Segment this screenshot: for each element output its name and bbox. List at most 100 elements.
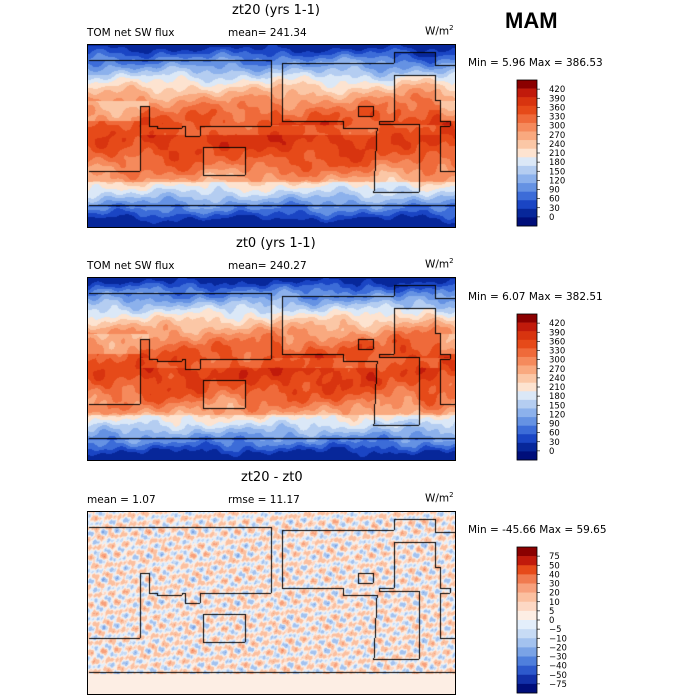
colorbar-swatch [517, 114, 537, 124]
colorbar-swatch [517, 656, 537, 666]
colorbar-tick-label: −75 [549, 680, 567, 690]
colorbar-swatch [517, 647, 537, 657]
colorbar-swatch [517, 601, 537, 612]
colorbar-swatch [517, 365, 537, 375]
season-label: MAM [505, 8, 558, 33]
colorbar-swatch [517, 131, 537, 141]
colorbar-tick-label: 210 [549, 383, 565, 393]
colorbar-tick-label: 300 [549, 122, 565, 132]
colorbar-swatch [517, 382, 537, 392]
colorbar-tick-label: 210 [549, 149, 565, 159]
colorbar-tick-label: 300 [549, 356, 565, 366]
colorbar-tick-label: 60 [549, 429, 560, 439]
colorbar-swatch [517, 425, 537, 435]
colorbar-swatch [517, 683, 537, 694]
colorbar-swatch [517, 322, 537, 332]
colorbar-swatch [517, 417, 537, 426]
panel-3-unit: W/m2 [425, 491, 454, 505]
colorbar-swatch [517, 356, 537, 366]
colorbar-swatch [517, 105, 537, 115]
panel-2-left-label: TOM net SW flux [87, 260, 175, 272]
colorbar-swatch [517, 620, 537, 630]
colorbar-tick-label: 240 [549, 374, 565, 384]
colorbar-tick-label: 90 [549, 186, 560, 196]
colorbar-swatch [517, 165, 537, 175]
colorbar-tick-label: 360 [549, 337, 565, 347]
colorbar-swatch [517, 434, 537, 444]
colorbar-swatch [517, 442, 537, 452]
colorbar-swatch [517, 391, 537, 401]
colorbar-swatch [517, 200, 537, 210]
panel-1-mean-label: mean= 241.34 [228, 27, 307, 39]
colorbar-tick-label: 150 [549, 167, 565, 177]
colorbar-swatch [517, 88, 537, 98]
panel-3-minmax: Min = -45.66 Max = 59.65 [468, 524, 607, 536]
colorbar-swatch [517, 339, 537, 349]
colorbar-swatch [517, 122, 537, 132]
colorbar-tick-label: 120 [549, 410, 565, 420]
colorbar-swatch [517, 583, 537, 593]
colorbar-tick-label: 40 [549, 570, 560, 580]
colorbar-tick-label: 5 [549, 607, 554, 617]
colorbar-tick-label: 270 [549, 365, 565, 375]
colorbar-tick-label: 240 [549, 140, 565, 150]
colorbar-tick-label: 30 [549, 580, 560, 590]
colorbar-swatch [517, 80, 537, 89]
colorbar-swatch [517, 638, 537, 648]
colorbar-tick-label: −5 [549, 625, 562, 635]
panel-3-map [87, 511, 456, 695]
panel-1-left-label: TOM net SW flux [87, 27, 175, 39]
colorbar-swatch [517, 556, 537, 566]
colorbar-tick-label: 390 [549, 94, 565, 104]
panel-1-minmax: Min = 5.96 Max = 386.53 [468, 57, 603, 69]
colorbar-tick-label: 10 [549, 598, 560, 608]
panel-2-minmax: Min = 6.07 Max = 382.51 [468, 291, 603, 303]
colorbar-swatch [517, 348, 537, 358]
colorbar-swatch [517, 174, 537, 184]
colorbar-tick-label: 180 [549, 392, 565, 402]
colorbar-tick-label: −20 [549, 643, 567, 653]
panel-2-map-canvas [88, 278, 455, 460]
panel-1-map [87, 44, 456, 228]
colorbar-tick-label: 420 [549, 85, 565, 95]
colorbar-swatch [517, 547, 537, 557]
colorbar-tick-label: 120 [549, 176, 565, 186]
colorbar-swatch [517, 565, 537, 575]
panel-1-unit: W/m2 [425, 24, 454, 38]
colorbar-tick-label: 60 [549, 195, 560, 205]
colorbar-tick-label: 360 [549, 103, 565, 113]
colorbar-swatch [517, 148, 537, 158]
colorbar-swatch [517, 208, 537, 218]
colorbar-tick-label: 390 [549, 328, 565, 338]
panel-2-unit: W/m2 [425, 257, 454, 271]
colorbar-tick-label: 30 [549, 204, 560, 214]
colorbar-swatch [517, 314, 537, 323]
colorbar-tick-label: 0 [549, 616, 554, 626]
colorbar-swatch [517, 183, 537, 192]
panel-2-mean-label: mean= 240.27 [228, 260, 307, 272]
colorbar-swatch [517, 399, 537, 409]
panel-3-left-label: mean = 1.07 [87, 494, 156, 506]
colorbar-tick-label: 20 [549, 589, 560, 599]
colorbar-tick-label: 420 [549, 319, 565, 329]
panel-3-rmse-label: rmse = 11.17 [228, 494, 300, 506]
colorbar-swatch [517, 408, 537, 418]
panel-3-title: zt20 - zt0 [241, 470, 303, 485]
colorbar-tick-label: 50 [549, 561, 560, 571]
colorbar-swatch [517, 374, 537, 384]
colorbar-tick-label: 180 [549, 158, 565, 168]
colorbar-swatch [517, 674, 537, 685]
colorbar-tick-label: −10 [549, 634, 567, 644]
colorbar-tick-label: −40 [549, 662, 567, 672]
colorbar-swatch [517, 217, 537, 227]
colorbar-tick-label: 90 [549, 420, 560, 430]
colorbar-tick-label: −30 [549, 653, 567, 663]
colorbar-swatch [517, 610, 537, 621]
colorbar-swatch [517, 629, 537, 639]
colorbar-swatch [517, 191, 537, 201]
colorbar-swatch [517, 592, 537, 603]
panel-2-map [87, 277, 456, 461]
colorbar-swatch [517, 331, 537, 341]
